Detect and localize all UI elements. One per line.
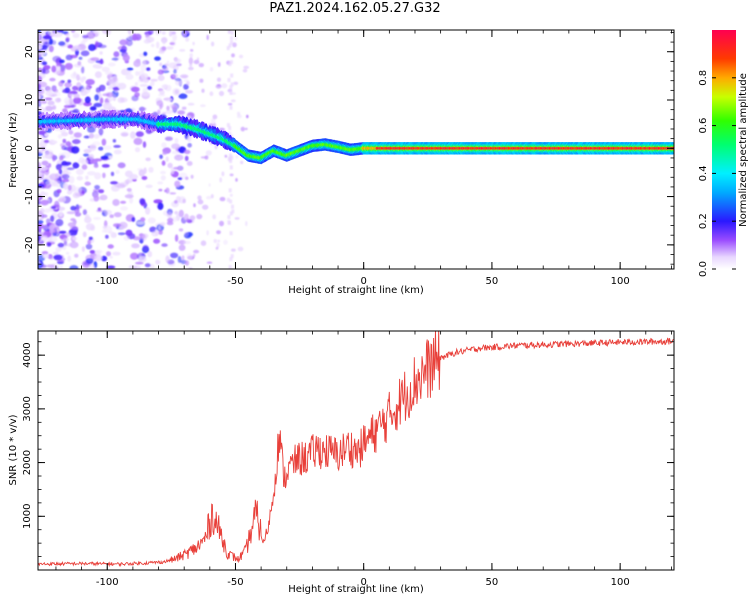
bottom-x-tick-label: -50 <box>227 577 243 588</box>
top-y-tick-label: 10 <box>24 94 35 107</box>
bottom-y-tick-label: 2000 <box>22 450 33 475</box>
bottom-x-tick-label: 100 <box>611 577 630 588</box>
heatmap-ridge <box>38 109 674 165</box>
spectrogram-heatmap <box>38 30 674 269</box>
top-y-axis-label: Frequency (Hz) <box>8 112 19 188</box>
bottom-plot-frame <box>37 330 675 571</box>
top-y-tick-label: -20 <box>24 237 35 253</box>
colorbar <box>712 30 736 269</box>
bottom-y-tick-label: 3000 <box>22 396 33 421</box>
colorbar-tick-label: 0.2 <box>698 213 709 229</box>
bottom-x-tick-label: 0 <box>361 577 367 588</box>
top-y-tick-label: -10 <box>24 188 35 204</box>
bottom-y-axis-label: SNR (10 * v/v) <box>8 414 19 485</box>
bottom-y-tick-label: 4000 <box>22 342 33 367</box>
snr-series-line <box>38 331 674 568</box>
top-y-tick-label: 0 <box>24 145 35 151</box>
colorbar-tick-label: 0.0 <box>698 261 709 277</box>
heatmap-noise <box>38 30 250 269</box>
top-x-axis-label: Height of straight line (km) <box>288 285 424 296</box>
chart-title: PAZ1.2024.162.05.27.G32 <box>269 1 441 16</box>
top-x-tick-label: -100 <box>96 276 119 287</box>
colorbar-tick-label: 0.6 <box>698 118 709 134</box>
colorbar-tick-label: 0.4 <box>698 165 709 181</box>
bottom-x-tick-label: -100 <box>96 577 119 588</box>
top-x-tick-label: 50 <box>486 276 499 287</box>
top-x-tick-label: -50 <box>227 276 243 287</box>
colorbar-label: Normalized spectral amplitude <box>738 73 749 227</box>
colorbar-tick-label: 0.8 <box>698 70 709 86</box>
top-y-tick-label: 20 <box>24 45 35 58</box>
bottom-x-axis-label: Height of straight line (km) <box>288 584 424 595</box>
top-x-tick-label: 100 <box>611 276 630 287</box>
top-x-tick-label: 0 <box>361 276 367 287</box>
snr-plot-area <box>38 331 674 568</box>
top-plot-frame <box>37 29 675 270</box>
bottom-y-tick-label: 1000 <box>22 504 33 529</box>
bottom-x-tick-label: 50 <box>486 577 499 588</box>
